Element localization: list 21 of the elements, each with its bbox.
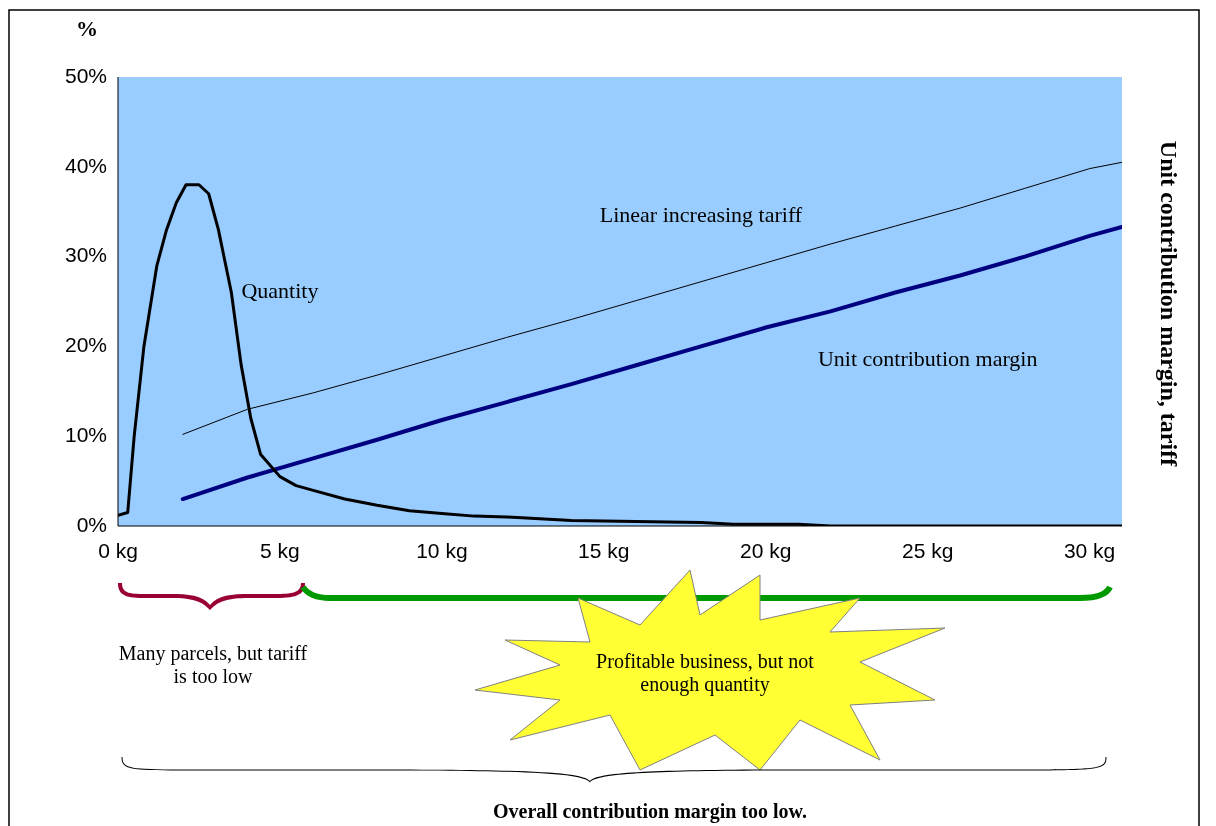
y-axis-title: %	[76, 16, 98, 42]
y-tick-label: 30%	[64, 243, 107, 267]
x-tick-label: 25 kg	[901, 539, 954, 563]
x-tick-label: 30 kg	[1063, 539, 1116, 563]
series-label: Unit contribution margin	[817, 345, 1038, 371]
x-tick-label: 0 kg	[98, 539, 138, 563]
y-tick-label: 0%	[76, 512, 107, 536]
x-tick-label: 15 kg	[578, 539, 630, 563]
x-tick-label: 5 kg	[260, 539, 300, 563]
x-tick-label: 10 kg	[416, 539, 468, 563]
x-tick-label: 20 kg	[740, 539, 792, 563]
y-tick-label: 50%	[64, 63, 107, 87]
y-tick-label: 20%	[64, 333, 107, 357]
text: Many parcels, but tariff is too low	[118, 642, 308, 688]
series-label: Quantity	[241, 278, 319, 304]
y-tick-label: 10%	[64, 423, 107, 446]
text: Profitable business, but not enough quantity	[595, 650, 815, 696]
y2-axis-title: Unit contribution margin, tariff	[1154, 139, 1182, 469]
y-tick-label: 40%	[64, 153, 107, 177]
series-label: Linear increasing tariff	[599, 201, 803, 227]
text: Overall contribution margin too low.	[492, 800, 808, 823]
